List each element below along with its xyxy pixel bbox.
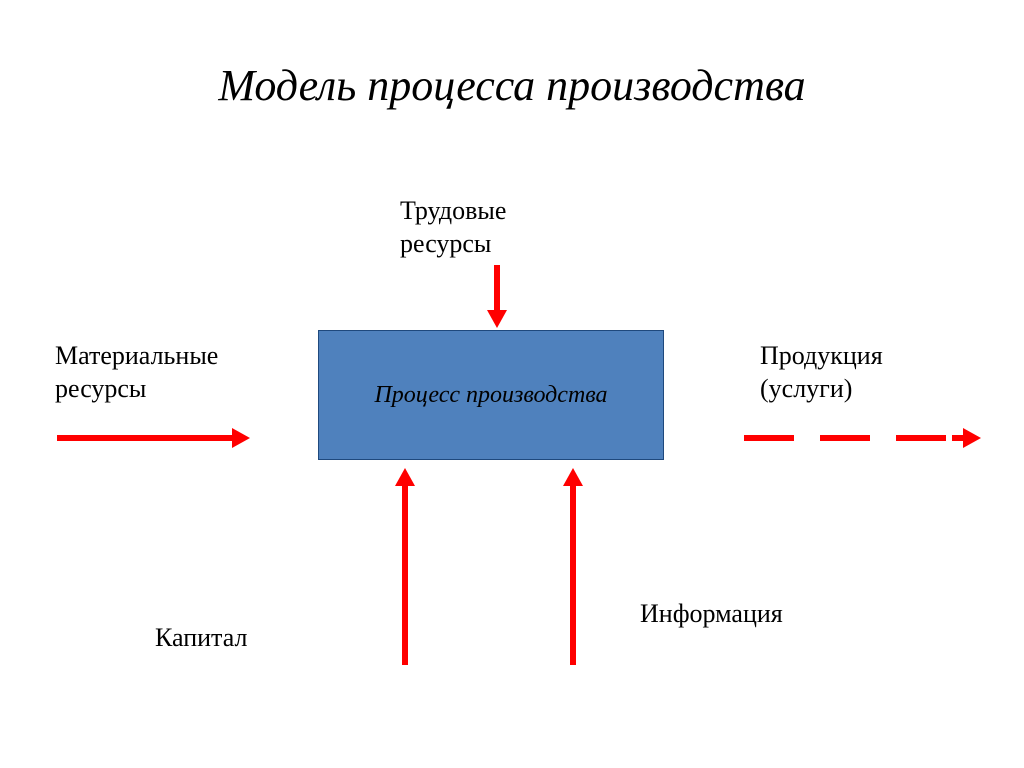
arrow-layer <box>0 0 1024 768</box>
